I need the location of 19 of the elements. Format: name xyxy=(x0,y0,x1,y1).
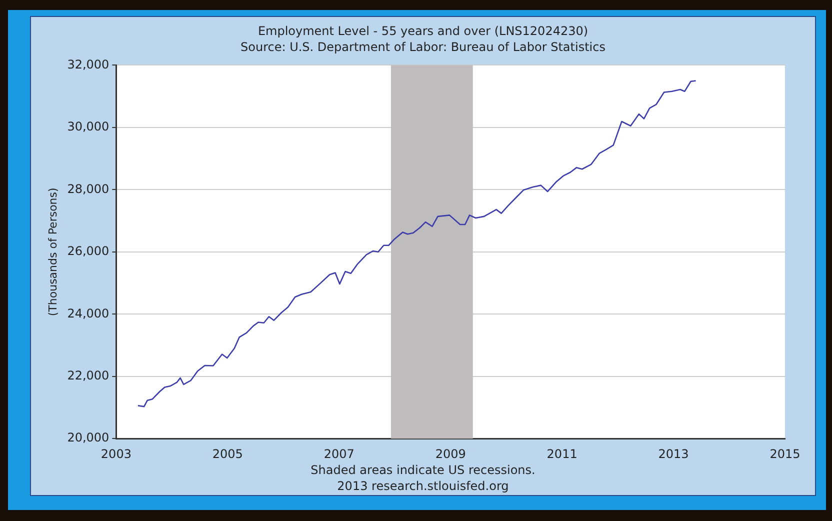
y-axis-title: (Thousands of Persons) xyxy=(46,188,60,316)
y-tick-label: 24,000 xyxy=(67,306,110,320)
text: Shaded areas indicate US recessions. xyxy=(310,462,536,478)
x-tick-label: 2009 xyxy=(435,446,466,461)
y-tick-label: 28,000 xyxy=(67,182,110,196)
x-tick-label: 2013 xyxy=(658,446,689,461)
x-tick-label: 2007 xyxy=(324,446,354,461)
chart-title: Employment Level - 55 years and over (LNS12024230) xyxy=(256,23,590,39)
x-tick-label: 2005 xyxy=(212,446,243,461)
x-tick-label: 2015 xyxy=(770,446,800,461)
x-tick-label: 2003 xyxy=(100,446,132,461)
chart-subtitle: Source: U.S. Department of Labor: Bureau of Labor Statistics xyxy=(240,39,606,55)
x-tick-label: 2011 xyxy=(546,446,578,461)
y-tick-label: 32,000 xyxy=(67,57,110,72)
y-tick-label: 22,000 xyxy=(67,368,110,382)
y-tick-label: 30,000 xyxy=(67,120,110,134)
y-tick-label: 20,000 xyxy=(67,430,110,445)
text: 2013 research.stlouisfed.org xyxy=(336,478,510,494)
y-tick-label: 26,000 xyxy=(67,244,110,258)
